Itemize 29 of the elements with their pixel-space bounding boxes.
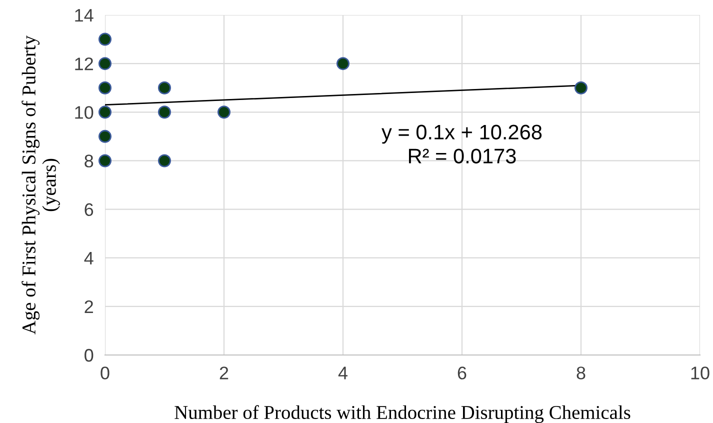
point [217,106,231,119]
point [98,81,112,94]
point [336,57,350,70]
y-axis-title: Age of First Physical Signs of Puberty (years) [22,35,60,334]
point [158,154,172,168]
point [98,57,112,70]
y-tick-label: 14 [75,9,94,22]
point [98,154,112,168]
x-tick-label: 10 [691,366,710,380]
x-tick-label: 6 [458,366,466,380]
point [98,32,112,46]
y-tick-label: 8 [84,154,94,168]
point [158,81,172,94]
x-axis-title: Number of Products with Endocrine Disrupting Chemicals [174,405,630,423]
y-tick-label: 0 [84,348,94,362]
y-tick-label: 12 [75,58,93,70]
y-tick-label: 4 [84,252,94,264]
x-tick-label: 0 [100,366,110,380]
x-tick-label: 8 [576,366,586,380]
point [98,130,112,143]
x-tick-label: 2 [220,366,228,380]
x-tick-label: 4 [338,366,348,380]
y-tick-label: 6 [84,203,94,216]
y-tick-label: 2 [84,300,93,313]
y-tick-label: 10 [75,106,94,119]
point [98,106,112,119]
annotation: y = 0.1x + 10.268 R² = 0.0173 [382,124,542,164]
point [574,81,588,94]
point [158,106,172,119]
